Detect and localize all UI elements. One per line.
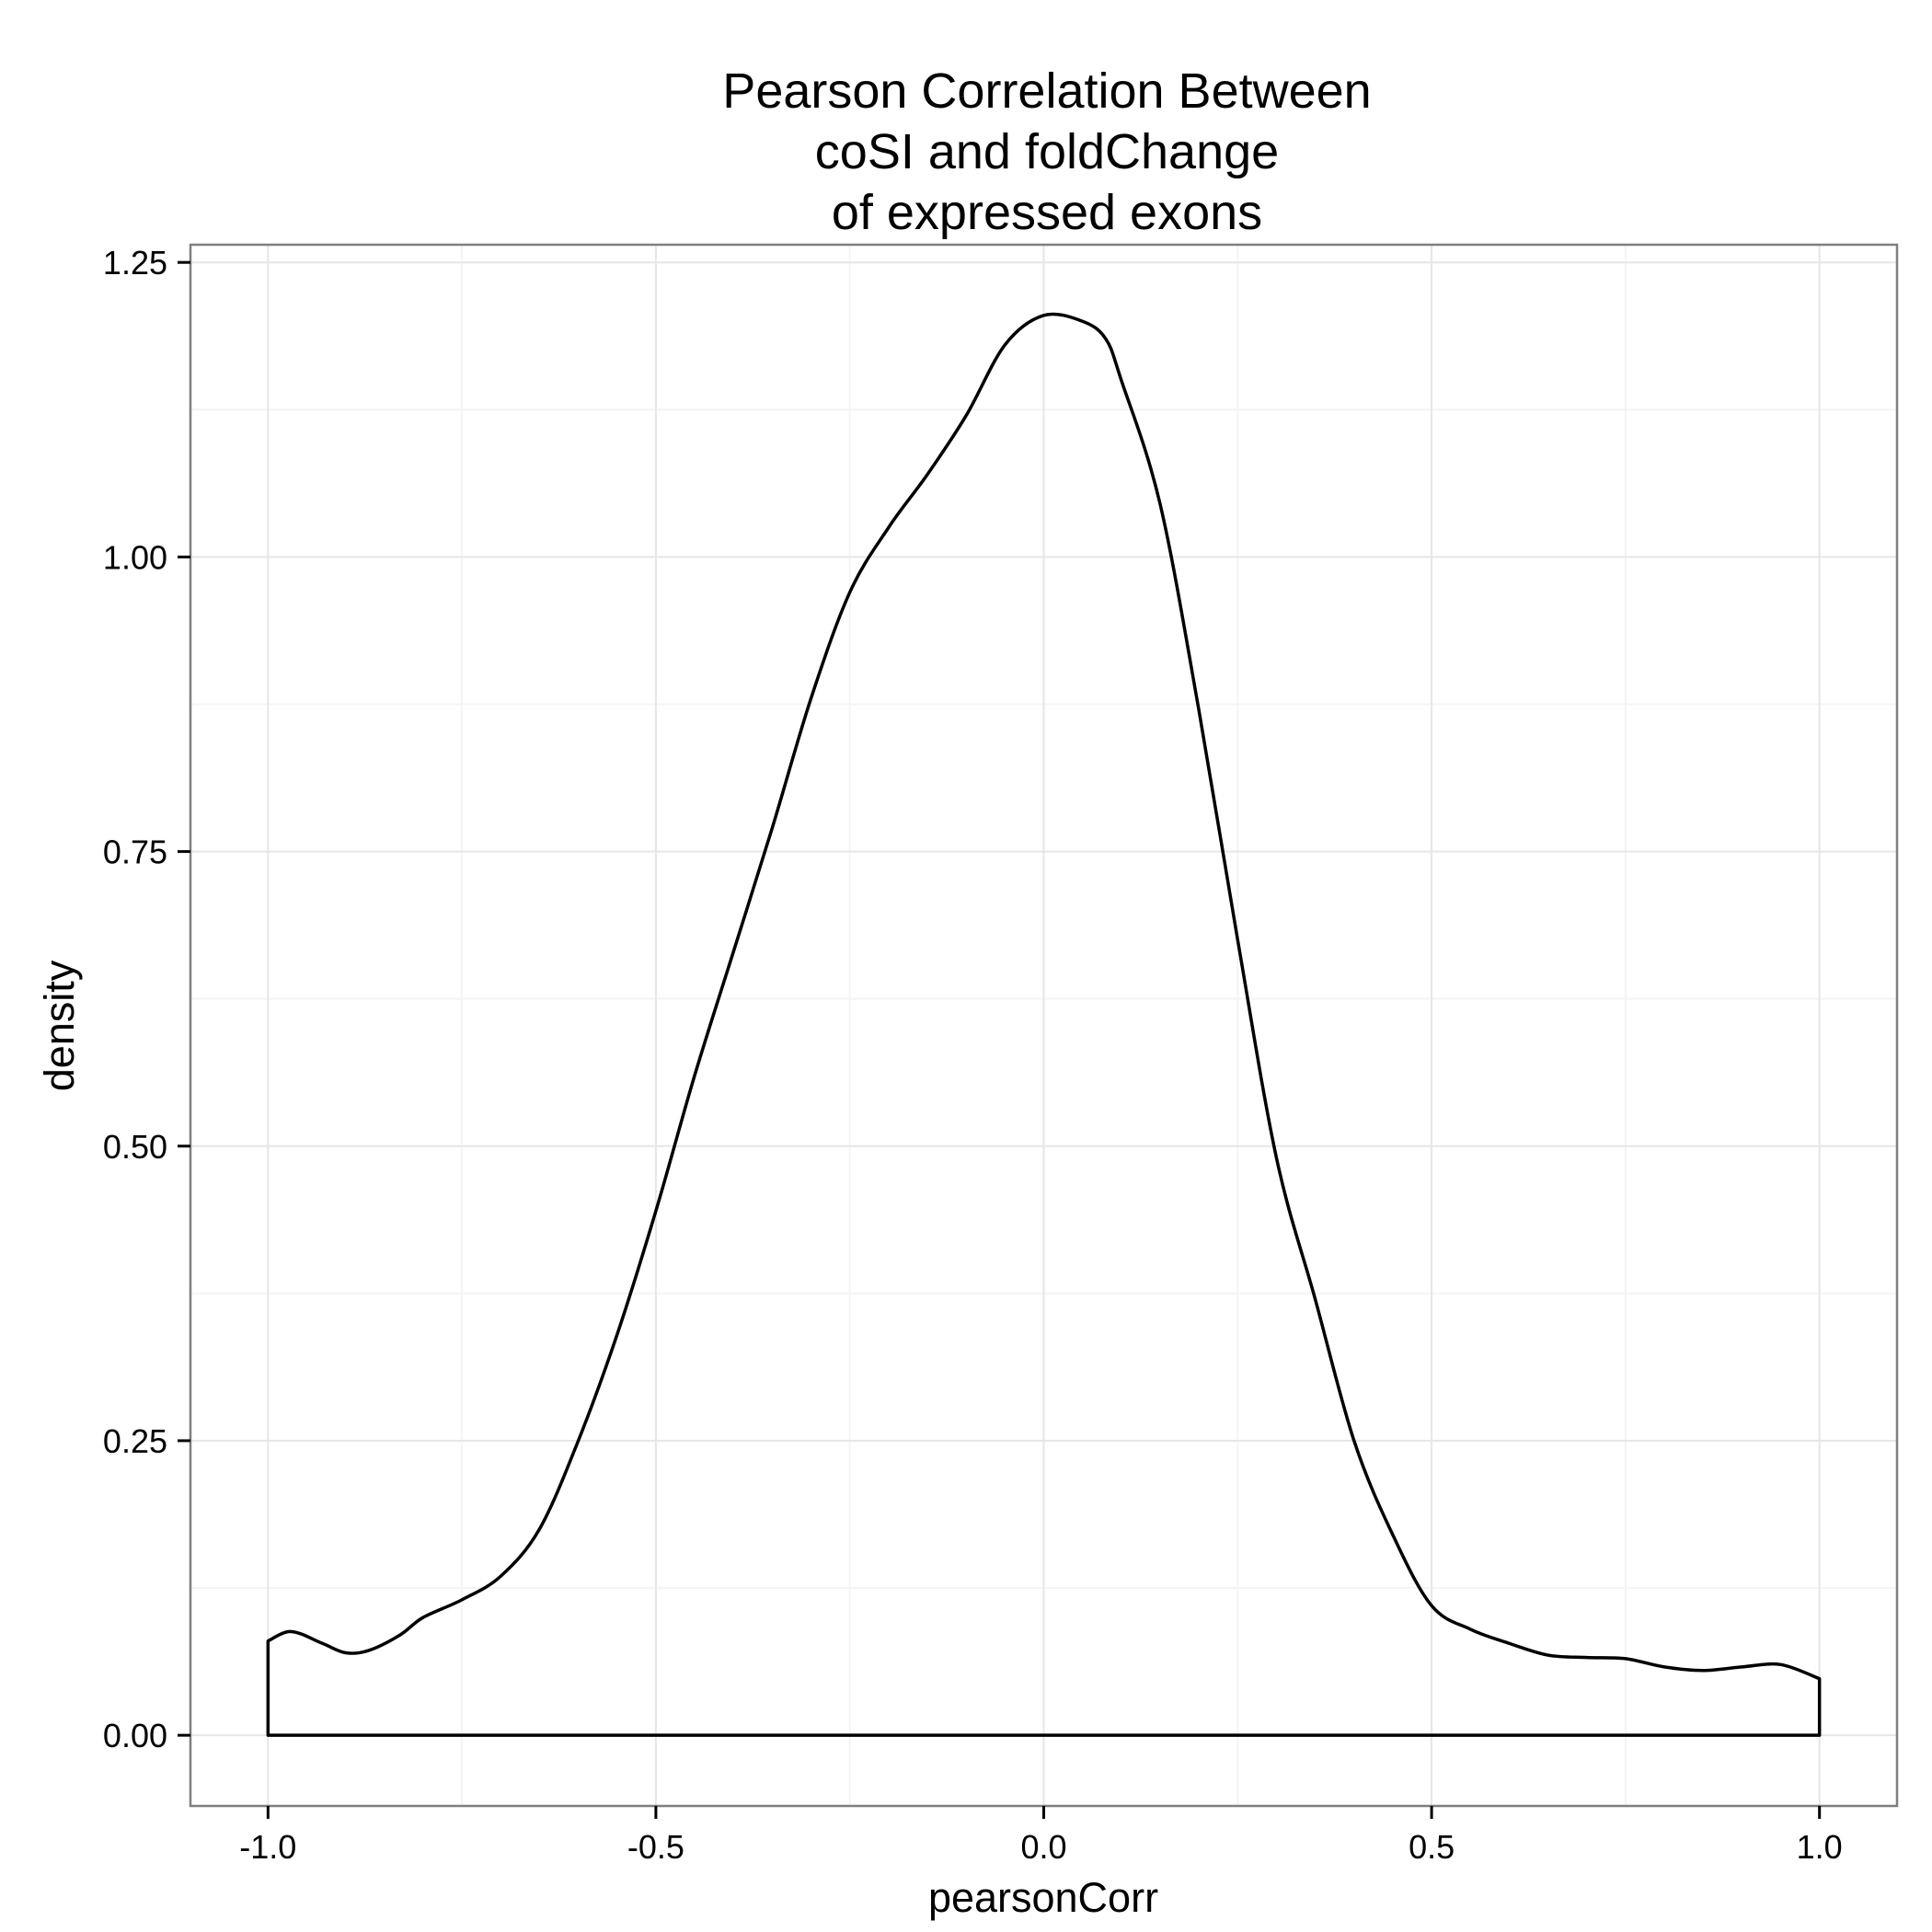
chart-title-line-3: of expressed exons bbox=[832, 185, 1262, 240]
x-tick-label: 1.0 bbox=[1797, 1828, 1843, 1866]
chart-title-line-1: Pearson Correlation Between bbox=[722, 63, 1371, 119]
y-tick-label: 1.00 bbox=[103, 538, 167, 576]
y-tick-label: 0.00 bbox=[103, 1717, 167, 1754]
y-tick-label: 1.25 bbox=[103, 244, 167, 282]
y-axis: 0.00 0.25 0.50 0.75 1.00 1.25 bbox=[103, 244, 190, 1754]
y-tick-label: 0.25 bbox=[103, 1422, 167, 1460]
density-series bbox=[266, 312, 1822, 1737]
y-tick-label: 0.75 bbox=[103, 834, 167, 871]
y-tick-label: 0.50 bbox=[103, 1128, 167, 1166]
y-axis-title: density bbox=[36, 960, 83, 1091]
x-tick-label: 0.5 bbox=[1409, 1828, 1455, 1866]
chart-title-line-2: coSI and foldChange bbox=[815, 124, 1279, 179]
density-curve bbox=[266, 312, 1822, 1737]
x-axis: -1.0 -0.5 0.0 0.5 1.0 bbox=[239, 1806, 1843, 1866]
x-tick-label: -1.0 bbox=[239, 1828, 296, 1866]
x-axis-title: pearsonCorr bbox=[928, 1874, 1158, 1921]
x-tick-label: 0.0 bbox=[1020, 1828, 1066, 1866]
x-tick-label: -0.5 bbox=[627, 1828, 684, 1866]
